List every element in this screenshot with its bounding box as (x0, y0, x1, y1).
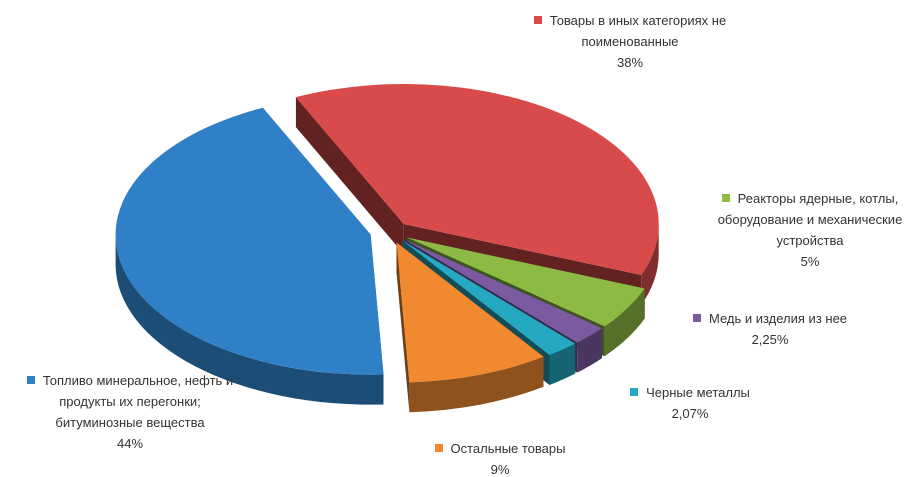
data-label: Товары в иных категориях не поименованны… (510, 10, 750, 73)
data-label: Медь и изделия из нее 2,25% (660, 308, 880, 350)
outer-wall (115, 234, 384, 405)
data-label: Черные металлы 2,07% (600, 382, 780, 424)
data-label: Реакторы ядерные, котлы, оборудование и … (700, 188, 920, 272)
legend-swatch (692, 314, 701, 322)
data-label: Остальные товары 9% (400, 438, 600, 477)
pie-slice (402, 240, 576, 355)
pie-slice (295, 83, 659, 275)
category-name: Топливо минеральное, нефть и продукты их… (42, 373, 234, 430)
legend-swatch (630, 388, 639, 396)
category-name: Остальные товары (450, 441, 566, 456)
value-label: 38% (616, 55, 644, 70)
pie-slice (404, 239, 602, 343)
category-name: Реакторы ядерные, котлы, оборудование и … (717, 191, 903, 248)
side-wall (295, 97, 404, 254)
category-row: Остальные товары (400, 438, 600, 459)
outer-wall (409, 356, 544, 413)
outer-wall (641, 224, 659, 305)
side-wall (396, 242, 410, 413)
outer-wall (577, 328, 602, 373)
legend-swatch (721, 194, 730, 202)
category-row: Товары в иных категориях не поименованны… (510, 10, 750, 52)
pie-slice (115, 107, 384, 375)
category-row: Медь и изделия из нее (660, 308, 880, 329)
outer-wall (604, 288, 645, 357)
category-name: Черные металлы (646, 385, 750, 400)
category-name: Товары в иных категориях не поименованны… (549, 13, 727, 49)
legend-swatch (434, 444, 443, 452)
value-label: 2,07% (671, 406, 709, 421)
value-label: 9% (490, 462, 510, 477)
category-row: Реакторы ядерные, котлы, оборудование и … (700, 188, 920, 251)
value-label: 2,25% (751, 332, 789, 347)
data-label: Топливо минеральное, нефть и продукты их… (25, 370, 235, 454)
value-label: 44% (116, 436, 144, 451)
legend-swatch (26, 376, 35, 384)
category-row: Черные металлы (600, 382, 780, 403)
legend-swatch (533, 16, 542, 24)
category-name: Медь и изделия из нее (708, 311, 848, 326)
pie-slice (396, 242, 544, 383)
category-row: Топливо минеральное, нефть и продукты их… (25, 370, 235, 433)
value-label: 5% (800, 254, 820, 269)
pie-slice (407, 237, 645, 327)
outer-wall (549, 343, 576, 385)
